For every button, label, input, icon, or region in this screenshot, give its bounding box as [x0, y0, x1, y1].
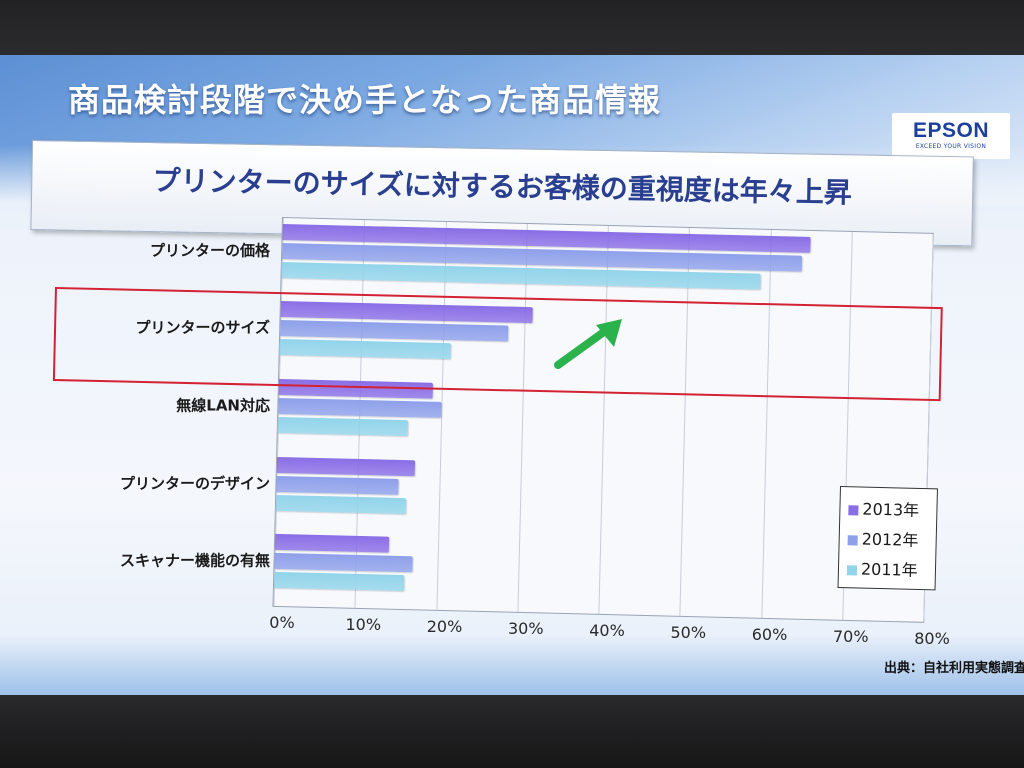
- x-tick-label: 0%: [269, 613, 295, 632]
- source-note: 出典：自社利用実態調査: [884, 661, 1024, 676]
- x-tick-label: 70%: [832, 626, 869, 646]
- legend-item: 2013年: [848, 495, 919, 521]
- legend-swatch: [847, 534, 858, 545]
- category-label: プリンターの価格: [149, 241, 270, 260]
- slide-subtitle: プリンターのサイズに対するお客様の重視度は年々上昇: [152, 164, 853, 210]
- epson-logo: EPSON EXCEED YOUR VISION: [892, 113, 1010, 159]
- logo-tagline: EXCEED YOUR VISION: [915, 143, 987, 150]
- category-label: 無線LAN対応: [176, 396, 270, 415]
- x-tick-label: 50%: [670, 622, 707, 642]
- legend-label: 2013年: [862, 499, 920, 520]
- bar-2011年-プリンターのデザイン: [275, 494, 407, 514]
- bar-2011年-無線LAN対応: [277, 416, 409, 437]
- legend-swatch: [846, 564, 858, 575]
- bar-2013年-プリンターのデザイン: [276, 456, 416, 476]
- x-tick-label: 60%: [751, 624, 788, 644]
- room-ceiling: [0, 0, 1024, 60]
- highlight-box: [52, 287, 943, 402]
- bar-2012年-スキャナー機能の有無: [274, 553, 413, 573]
- bar-2012年-無線LAN対応: [278, 397, 442, 418]
- x-tick-label: 40%: [589, 620, 625, 640]
- logo-text: EPSON: [912, 119, 990, 142]
- trend-up-arrow-icon: [554, 319, 622, 369]
- legend-label: 2011年: [860, 559, 918, 580]
- category-label: スキャナー機能の有無: [119, 551, 270, 570]
- slide-footer-band: [0, 635, 1024, 695]
- x-tick-label: 20%: [426, 616, 463, 636]
- legend-label: 2012年: [861, 529, 919, 550]
- x-tick-label: 30%: [507, 618, 544, 638]
- chart-legend: 2013年 2012年 2011年: [837, 486, 938, 591]
- x-tick-label: 80%: [914, 628, 950, 648]
- gridline: [760, 229, 772, 618]
- bar-2012年-プリンターのデザイン: [276, 475, 399, 495]
- bar-2011年-スキャナー機能の有無: [273, 572, 405, 592]
- legend-item: 2012年: [847, 525, 919, 551]
- slide-title: 商品検討段階で決め手となった商品情報: [68, 81, 662, 119]
- legend-item: 2011年: [846, 555, 918, 581]
- x-tick-label: 10%: [345, 614, 382, 634]
- category-label: プリンターのサイズ: [135, 318, 270, 337]
- category-label: プリンターのデザイン: [119, 474, 270, 493]
- bar-2013年-スキャナー機能の有無: [274, 534, 389, 553]
- room-floor: [0, 690, 1024, 768]
- legend-swatch: [848, 504, 859, 515]
- projected-slide: 商品検討段階で決め手となった商品情報 EPSON EXCEED YOUR VIS…: [0, 55, 1024, 695]
- chart-plot-area: [272, 217, 934, 623]
